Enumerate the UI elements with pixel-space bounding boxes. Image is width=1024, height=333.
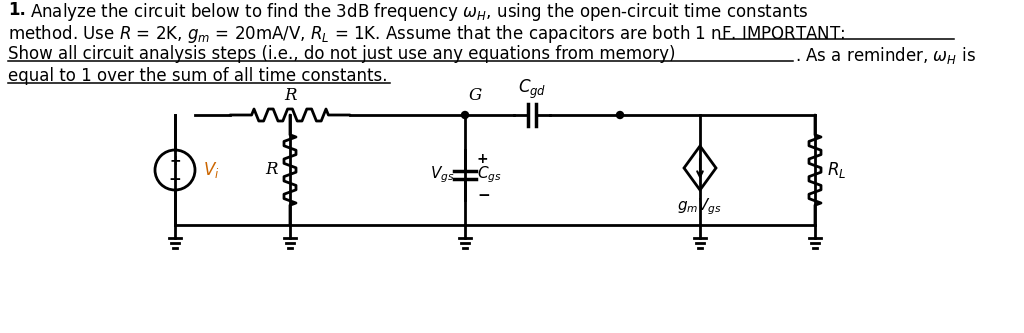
Text: R: R bbox=[265, 162, 278, 178]
Text: $C_{gs}$: $C_{gs}$ bbox=[477, 165, 502, 185]
Text: $V_{gs}$: $V_{gs}$ bbox=[430, 165, 455, 185]
Text: . As a reminder, $\omega_H$ is: . As a reminder, $\omega_H$ is bbox=[795, 45, 976, 66]
Text: method. Use $R$ = 2K, $g_m$ = 20mA/V, $R_L$ = 1K. Assume that the capacitors are: method. Use $R$ = 2K, $g_m$ = 20mA/V, $R… bbox=[8, 23, 845, 45]
Text: +: + bbox=[477, 152, 488, 166]
Text: $C_{gd}$: $C_{gd}$ bbox=[518, 78, 546, 101]
Circle shape bbox=[616, 112, 624, 119]
Text: equal to 1 over the sum of all time constants.: equal to 1 over the sum of all time cons… bbox=[8, 67, 387, 85]
Text: −: − bbox=[169, 171, 181, 186]
Text: Analyze the circuit below to find the 3dB frequency $\omega_H$, using the open-c: Analyze the circuit below to find the 3d… bbox=[30, 1, 808, 23]
Text: $R_L$: $R_L$ bbox=[827, 160, 846, 180]
Circle shape bbox=[462, 112, 469, 119]
Text: G: G bbox=[469, 87, 482, 104]
Text: −: − bbox=[477, 187, 489, 202]
Text: $g_m V_{gs}$: $g_m V_{gs}$ bbox=[678, 196, 723, 216]
Text: 1.: 1. bbox=[8, 1, 26, 19]
Text: R: R bbox=[284, 87, 296, 104]
Text: $V_i$: $V_i$ bbox=[203, 160, 219, 180]
Text: Show all circuit analysis steps (i.e., do not just use any equations from memory: Show all circuit analysis steps (i.e., d… bbox=[8, 45, 676, 63]
Text: +: + bbox=[169, 154, 181, 168]
